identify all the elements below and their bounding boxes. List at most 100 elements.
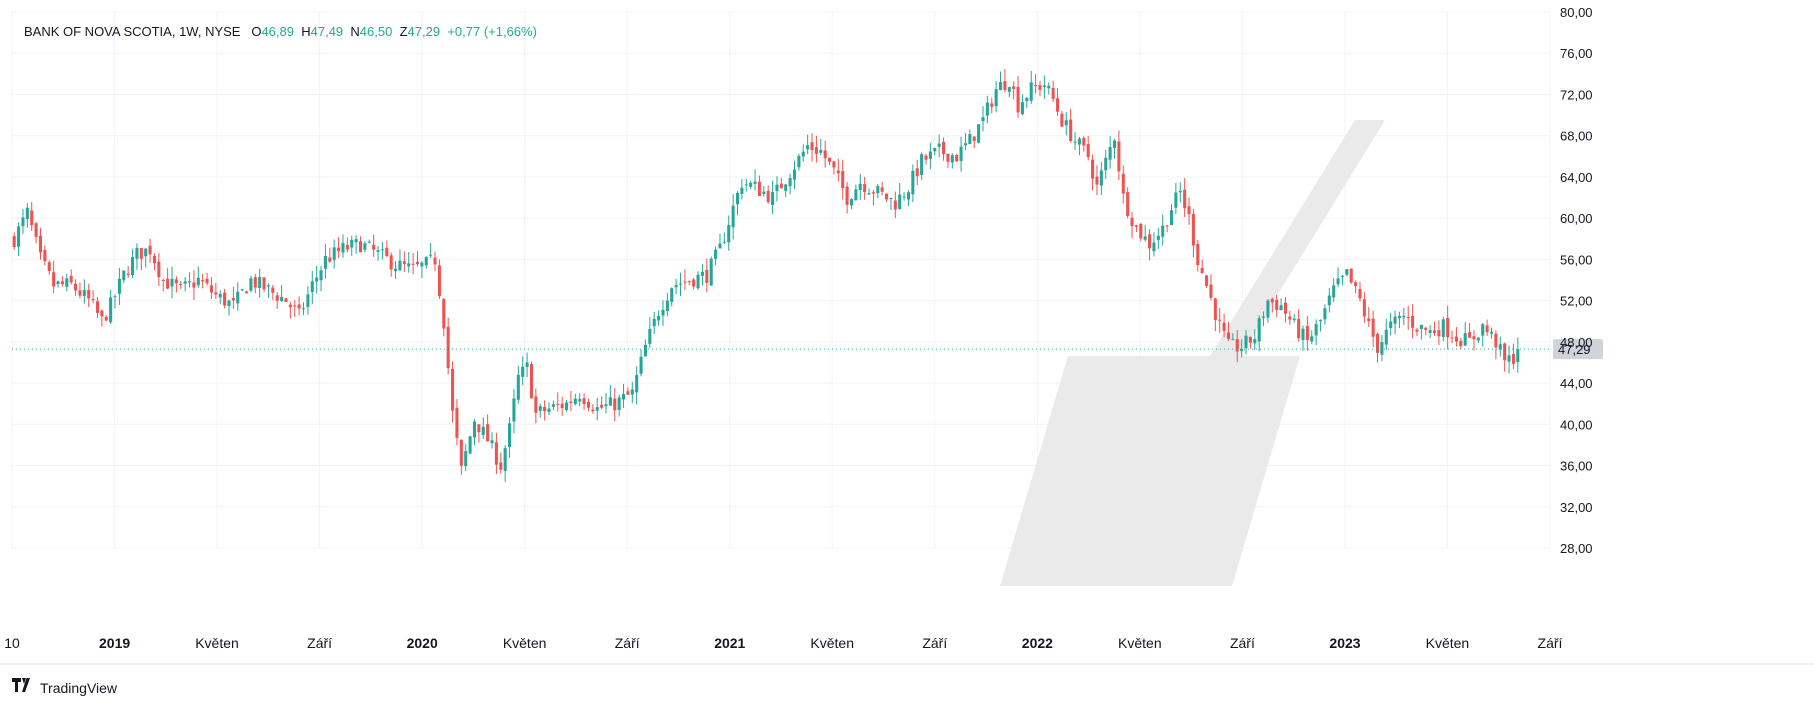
candle: [915, 159, 919, 186]
candle-body: [1029, 82, 1033, 101]
candle-body: [1323, 308, 1327, 320]
candle-body: [1437, 330, 1441, 337]
candle-body: [1498, 344, 1502, 350]
candle-body: [218, 293, 222, 298]
candle-body: [47, 262, 51, 272]
candle: [784, 183, 788, 198]
candle: [1498, 336, 1502, 357]
candle: [1424, 327, 1428, 336]
candle-body: [1055, 98, 1060, 112]
candle-body: [525, 362, 529, 367]
candle: [1297, 309, 1301, 342]
candle-body: [836, 170, 840, 174]
candle: [727, 215, 731, 251]
candle: [1095, 165, 1099, 196]
candle: [1375, 332, 1380, 363]
candle: [753, 169, 757, 191]
candle-body: [1362, 299, 1366, 317]
candle: [1476, 337, 1480, 343]
candle: [280, 284, 284, 302]
candle-body: [1358, 288, 1362, 299]
time-axis-tick-label: 2020: [407, 635, 438, 651]
candle: [1165, 224, 1169, 233]
candle-body: [898, 194, 902, 210]
candle-body: [113, 296, 117, 298]
candle: [898, 182, 902, 210]
candle-body: [293, 305, 297, 307]
candle: [1367, 307, 1371, 327]
candle-body: [1454, 336, 1458, 342]
candle-body: [1231, 339, 1235, 341]
candle-body: [1472, 336, 1476, 340]
candle: [306, 286, 310, 315]
candle-body: [700, 271, 704, 276]
candle: [38, 227, 43, 260]
candle: [1139, 222, 1143, 242]
candle-body: [12, 236, 16, 248]
candle: [446, 317, 450, 375]
candle: [972, 136, 976, 149]
candle: [661, 300, 665, 326]
candle: [451, 361, 455, 423]
candle-body: [1235, 339, 1239, 352]
candle-body: [328, 257, 332, 262]
candle-body: [1134, 225, 1138, 227]
candle: [806, 134, 810, 155]
candle-body: [876, 186, 880, 194]
candle: [1038, 80, 1042, 97]
candle-body: [1152, 242, 1156, 252]
candle: [652, 311, 656, 334]
candle: [1126, 187, 1130, 219]
legend-high-label: H: [301, 24, 311, 39]
candle-body: [621, 393, 626, 400]
candle: [17, 222, 21, 257]
footer-branding[interactable]: TradingView: [12, 678, 117, 697]
candle: [319, 266, 323, 292]
candle-body: [249, 278, 253, 291]
candle: [394, 260, 398, 279]
candle-body: [1406, 317, 1410, 319]
candle-body: [271, 287, 275, 293]
candle: [459, 439, 463, 475]
candle-body: [1432, 330, 1437, 334]
candle-body: [950, 155, 954, 163]
candle-body: [521, 366, 525, 377]
candle-body: [1196, 243, 1200, 266]
candle-body: [104, 316, 108, 321]
candle: [240, 288, 244, 291]
candle: [301, 302, 306, 316]
candle: [788, 173, 792, 195]
candle: [170, 266, 174, 299]
candle-body: [1213, 298, 1217, 320]
candle: [1489, 327, 1494, 339]
candle: [1012, 81, 1016, 100]
candle-body: [170, 278, 174, 287]
candle-body: [161, 279, 165, 281]
candle-body: [867, 193, 871, 195]
candle: [429, 242, 433, 259]
time-axis-tick-label: 2022: [1022, 635, 1053, 651]
candle-body: [731, 205, 735, 228]
tradingview-watermark-icon: [1000, 120, 1385, 586]
candle: [639, 349, 643, 377]
candle: [1161, 214, 1165, 246]
candle-body: [1301, 328, 1305, 340]
candle-body: [1200, 267, 1204, 273]
candle-body: [1003, 81, 1007, 91]
candle-body: [727, 225, 731, 243]
candle-body: [21, 217, 25, 227]
candle-body: [1187, 206, 1191, 215]
candle-body: [924, 155, 928, 160]
candle-body: [709, 258, 713, 286]
candle: [950, 153, 954, 169]
candle-body: [674, 284, 678, 288]
candle-body: [1130, 217, 1134, 227]
candle-body: [372, 244, 376, 250]
candle: [227, 299, 231, 316]
candle: [402, 251, 406, 273]
candle-body: [512, 398, 516, 422]
candle-body: [100, 310, 104, 317]
candle-body: [1077, 138, 1081, 145]
